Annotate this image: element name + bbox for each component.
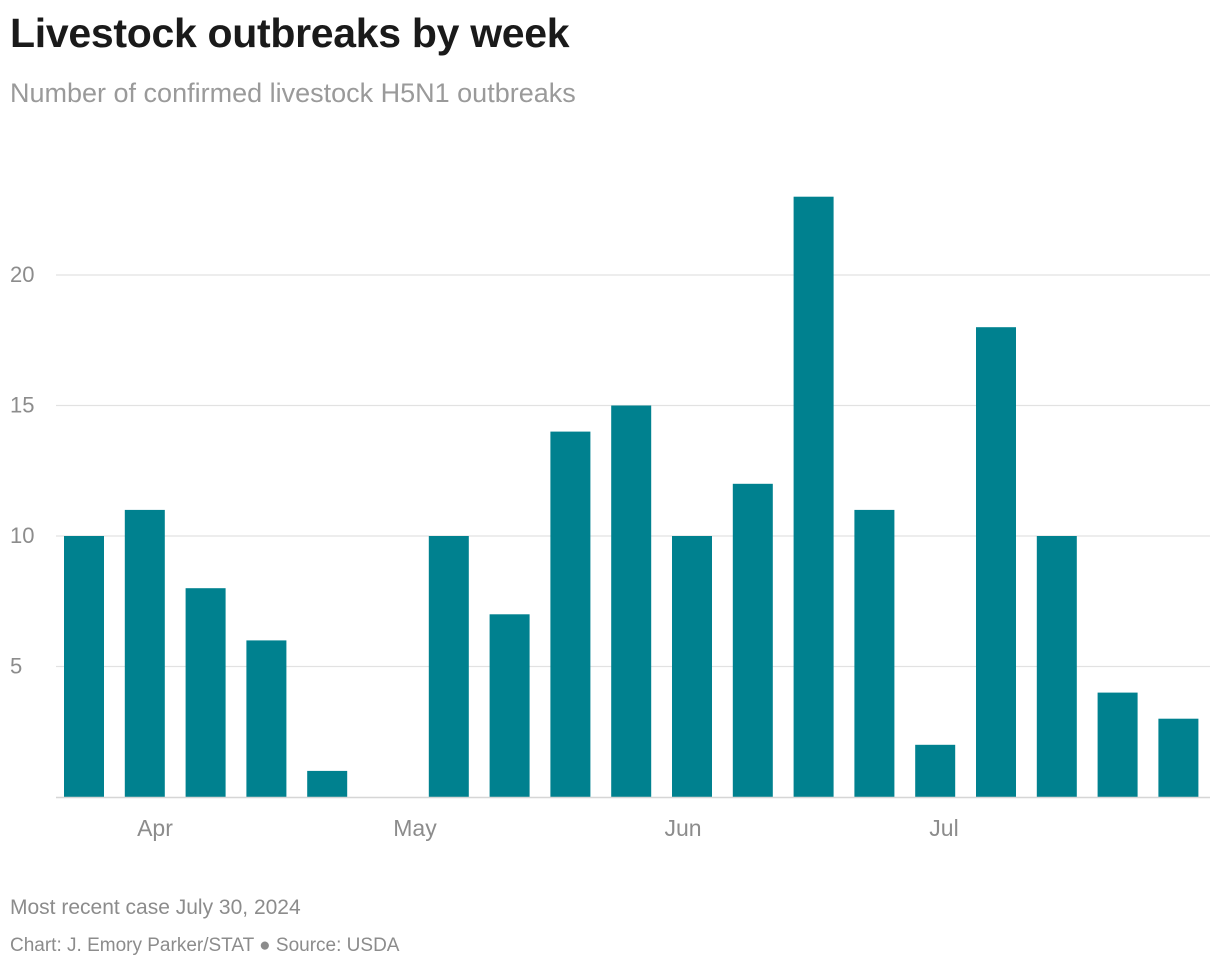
bar — [732, 483, 773, 797]
bar — [124, 509, 165, 797]
bar — [1097, 692, 1138, 797]
chart-title: Livestock outbreaks by week — [10, 10, 570, 56]
bar — [1158, 718, 1199, 797]
y-tick-label: 15 — [10, 393, 34, 418]
bar — [307, 770, 348, 797]
y-tick-label: 20 — [10, 262, 34, 287]
x-tick-label: Apr — [137, 815, 173, 841]
chart-subtitle: Number of confirmed livestock H5N1 outbr… — [10, 78, 576, 108]
bar — [854, 509, 895, 797]
bar — [550, 431, 591, 797]
bar — [672, 536, 712, 797]
bar — [64, 536, 104, 797]
chart-credit: Chart: J. Emory Parker/STAT ● Source: US… — [10, 935, 400, 956]
bar — [793, 196, 834, 797]
x-tick-label: Jun — [664, 815, 701, 841]
y-tick-label: 5 — [10, 654, 22, 679]
bar — [915, 744, 956, 797]
bar — [976, 327, 1016, 797]
y-tick-label: 10 — [10, 523, 34, 548]
x-tick-label: Jul — [929, 815, 958, 841]
bar — [246, 640, 287, 797]
bar-chart: 5 10 15 20 Apr May Jun Jul — [10, 196, 1210, 841]
recent-case-note: Most recent case July 30, 2024 — [10, 896, 301, 919]
bar — [185, 588, 226, 797]
bar — [428, 536, 469, 797]
bar — [611, 405, 652, 797]
bar — [1036, 536, 1077, 797]
bar — [489, 614, 530, 797]
x-tick-label: May — [393, 815, 437, 841]
